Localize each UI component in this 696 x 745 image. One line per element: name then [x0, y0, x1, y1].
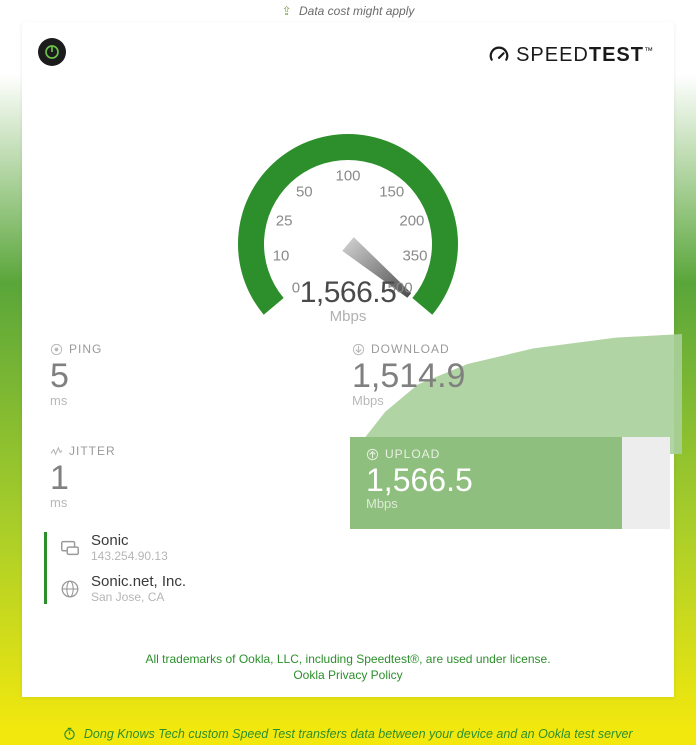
- device-icon: [59, 537, 81, 559]
- ping-unit: ms: [50, 393, 102, 408]
- provider-block: Sonic 143.254.90.13 Sonic.net, Inc. San …: [44, 532, 186, 604]
- speedtest-logo: SPEEDTEST™: [488, 44, 654, 67]
- ping-value: 5: [50, 358, 102, 395]
- card-footer: All trademarks of Ookla, LLC, including …: [22, 651, 674, 683]
- gauge-tick: 350: [402, 247, 427, 264]
- download-unit: Mbps: [352, 393, 465, 408]
- download-icon: [352, 343, 365, 356]
- jitter-unit: ms: [50, 495, 116, 510]
- server-location: San Jose, CA: [91, 590, 186, 604]
- server-name: Sonic.net, Inc.: [91, 573, 186, 590]
- ping-icon: [50, 343, 63, 356]
- power-icon: [43, 43, 61, 61]
- gauge-tick: 200: [399, 212, 424, 229]
- data-cost-text: Data cost might apply: [299, 4, 414, 18]
- ping-label: PING: [50, 342, 102, 356]
- jitter-value: 1: [50, 460, 116, 497]
- bottom-notice: Dong Knows Tech custom Speed Test transf…: [0, 727, 696, 741]
- broadcast-icon: ⇪: [282, 4, 292, 18]
- bottom-notice-text: Dong Knows Tech custom Speed Test transf…: [84, 727, 633, 741]
- upload-label: UPLOAD: [366, 447, 473, 461]
- gauge-tick: 150: [379, 183, 404, 200]
- upload-bar-remainder: [622, 437, 670, 529]
- isp-name: Sonic: [91, 532, 168, 549]
- gauge-value: 1,566.5: [188, 276, 508, 310]
- upload-progress-bar: UPLOAD 1,566.5 Mbps: [350, 437, 670, 529]
- data-cost-notice: ⇪ Data cost might apply: [0, 0, 696, 22]
- power-button[interactable]: [38, 38, 66, 66]
- gauge-logo-icon: [488, 45, 510, 67]
- download-label: DOWNLOAD: [352, 342, 465, 356]
- upload-icon: [366, 448, 379, 461]
- brand-text: SPEEDTEST™: [516, 44, 654, 67]
- speed-gauge: 0102550100150200350500 1,566.5 Mbps: [188, 84, 508, 334]
- upload-value: 1,566.5: [366, 463, 473, 498]
- download-value: 1,514.9: [352, 358, 465, 395]
- server-row[interactable]: Sonic.net, Inc. San Jose, CA: [59, 573, 186, 604]
- gauge-tick: 25: [276, 212, 293, 229]
- gauge-unit: Mbps: [188, 308, 508, 325]
- isp-ip: 143.254.90.13: [91, 549, 168, 563]
- stopwatch-icon: [63, 727, 79, 741]
- gauge-tick: 100: [335, 168, 360, 185]
- upload-unit: Mbps: [366, 496, 473, 511]
- jitter-icon: [50, 445, 63, 458]
- speedtest-card: SPEEDTEST™ 0102550100150200350500 1,566.…: [22, 22, 674, 697]
- gauge-tick: 50: [296, 183, 313, 200]
- trademark-text: All trademarks of Ookla, LLC, including …: [22, 651, 674, 667]
- gauge-tick: 10: [273, 247, 290, 264]
- privacy-policy-link[interactable]: Ookla Privacy Policy: [293, 668, 402, 682]
- isp-row: Sonic 143.254.90.13: [59, 532, 186, 563]
- jitter-label: JITTER: [50, 444, 116, 458]
- globe-icon: [59, 578, 81, 600]
